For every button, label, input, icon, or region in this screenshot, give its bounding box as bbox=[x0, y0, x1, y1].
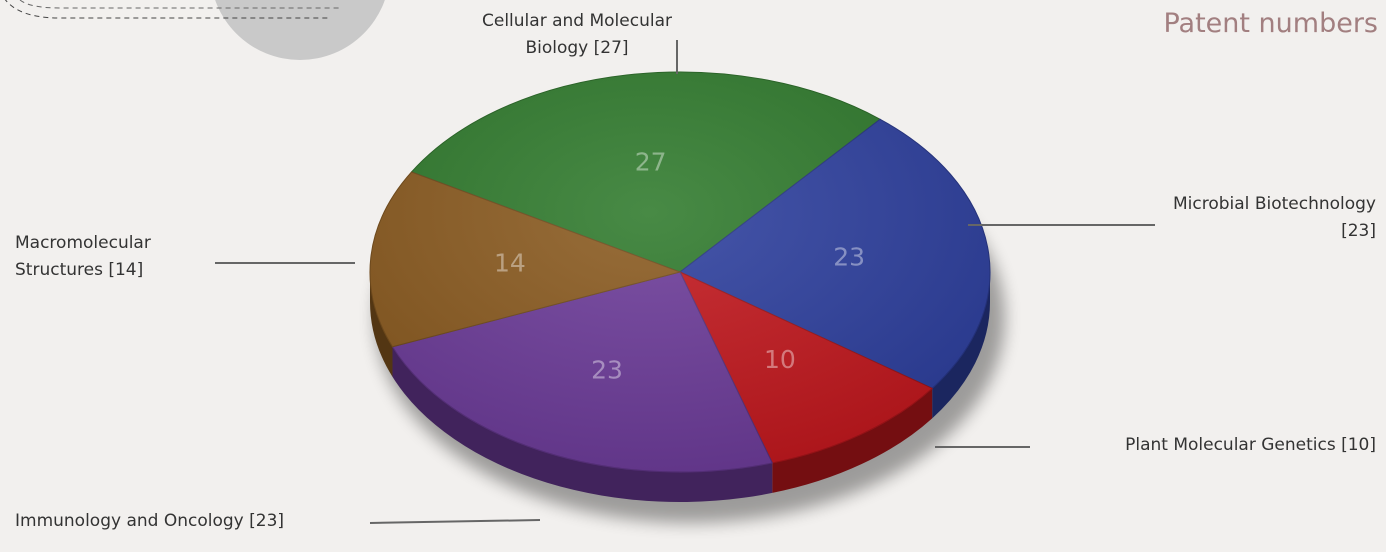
slice-label: Plant Molecular Genetics [10] bbox=[1125, 435, 1376, 455]
slice-side bbox=[932, 272, 990, 419]
pie-shine bbox=[370, 72, 990, 472]
pie: 27 23 10 23 14 bbox=[369, 71, 991, 503]
slice-side bbox=[772, 388, 933, 493]
chart-title: Patent numbers bbox=[1163, 8, 1378, 39]
slice-side bbox=[370, 272, 393, 377]
decor-circle bbox=[215, 0, 385, 60]
value-label: 23 bbox=[833, 242, 865, 271]
leader-line bbox=[369, 519, 541, 524]
slice-side bbox=[392, 346, 773, 503]
value-label: 10 bbox=[764, 345, 796, 374]
slice-label: Immunology and Oncology [23] bbox=[15, 511, 285, 531]
value-label: 14 bbox=[494, 248, 526, 277]
slice-label: Cellular and Molecular Biology [27] bbox=[482, 11, 672, 58]
value-label: 27 bbox=[635, 148, 667, 177]
slice-label: Microbial Biotechnology [23] bbox=[1173, 194, 1376, 241]
slice-label: Macromolecular Structures [14] bbox=[15, 233, 151, 280]
leaders bbox=[215, 40, 1155, 524]
value-label: 23 bbox=[591, 355, 623, 384]
decor-dash bbox=[19, 0, 340, 9]
